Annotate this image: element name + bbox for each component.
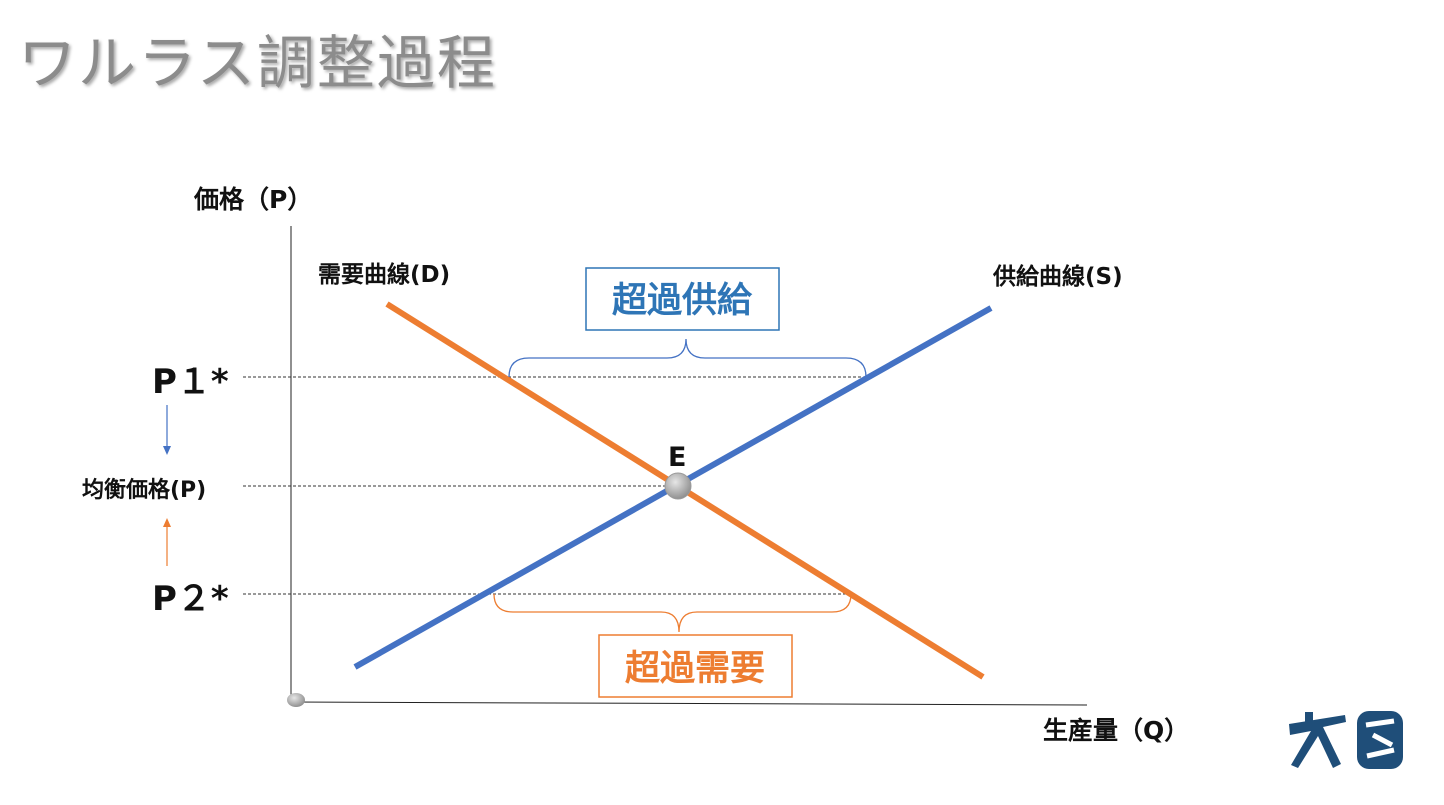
- p2-label: P２*: [152, 579, 229, 619]
- excess-demand-label: 超過需要: [625, 649, 765, 689]
- origin-point-icon: [287, 693, 305, 707]
- equilibrium-price-label: 均衡価格(P): [82, 477, 206, 503]
- equilibrium-point-icon: [664, 472, 692, 500]
- down-arrow-icon: [163, 405, 171, 455]
- x-axis-label: 生産量（Q）: [1043, 716, 1189, 745]
- up-arrow-icon: [163, 518, 171, 566]
- excess-supply-label: 超過供給: [612, 281, 753, 321]
- excess-demand-brace: [493, 593, 852, 633]
- x-axis: [290, 701, 1088, 706]
- excess-demand-box: 超過需要: [598, 634, 793, 698]
- p1-label: P１*: [152, 362, 229, 402]
- brand-logo-icon: [1289, 711, 1403, 769]
- supply-curve-label: 供給曲線(S): [992, 263, 1123, 290]
- excess-supply-box: 超過供給: [585, 267, 780, 331]
- equilibrium-label: E: [668, 442, 686, 473]
- slide-title: ワルラス調整過程: [18, 29, 497, 97]
- excess-supply-brace: [508, 338, 867, 378]
- demand-curve-label: 需要曲線(D): [318, 261, 450, 288]
- y-axis-label: 価格（P）: [193, 185, 312, 214]
